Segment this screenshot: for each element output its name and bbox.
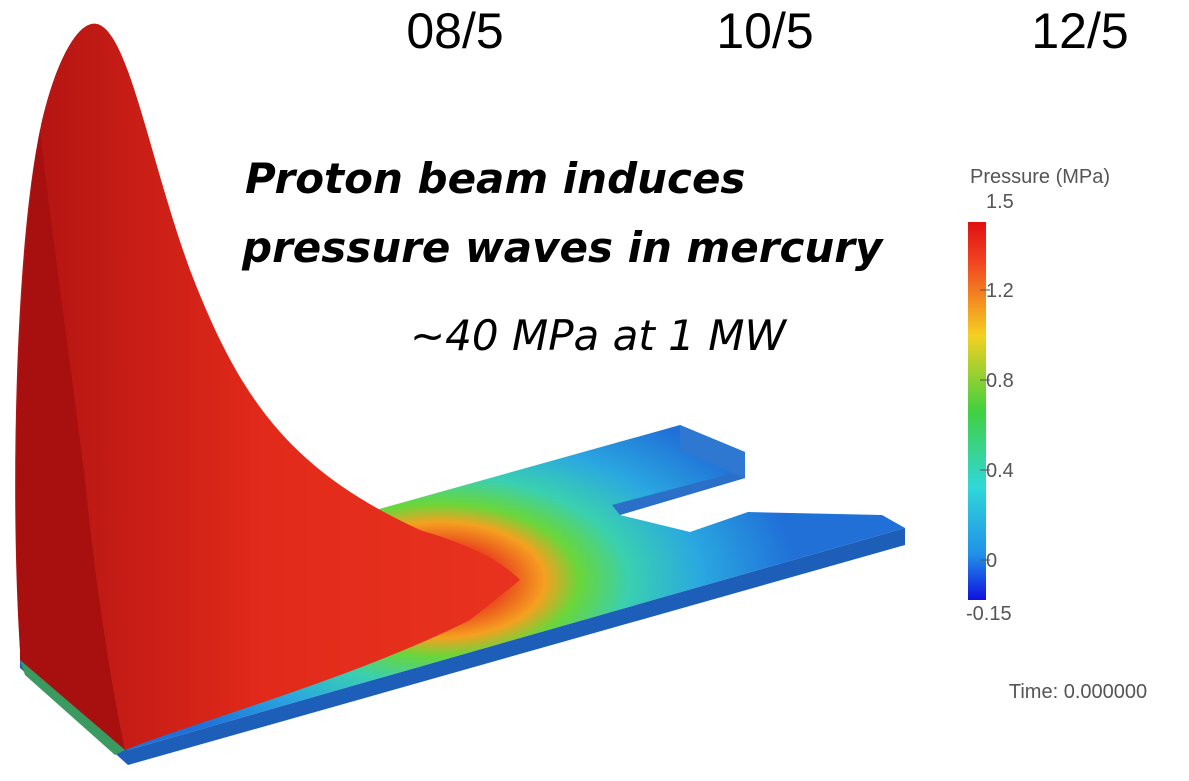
colorbar-tick-label: 1.5 (986, 191, 1014, 213)
colorbar-title: Pressure (MPa) (970, 166, 1110, 188)
colorbar-tick-label: 0 (986, 550, 997, 572)
colorbar-tick-label: -0.15 (966, 603, 1012, 625)
time-label: Time: 0.000000 (1009, 681, 1147, 703)
date-row: 08/5 10/5 12/5 (406, 3, 1128, 59)
slide: 08/5 10/5 12/5 Proton beam induces press… (0, 0, 1189, 781)
date: 10/5 (716, 3, 813, 59)
colorbar-tick-label: 1.2 (986, 280, 1014, 302)
annotation-line: Proton beam induces (245, 154, 745, 203)
date: 08/5 (406, 3, 503, 59)
annotation-note: ~40 MPa at 1 MW (410, 311, 788, 360)
annotation-line: pressure waves in mercury (241, 223, 884, 272)
simulation-render (15, 24, 905, 765)
colorbar (968, 222, 986, 600)
colorbar-tick-label: 0.4 (986, 460, 1014, 482)
date: 12/5 (1031, 3, 1128, 59)
colorbar-tick-label: 0.8 (986, 370, 1014, 392)
